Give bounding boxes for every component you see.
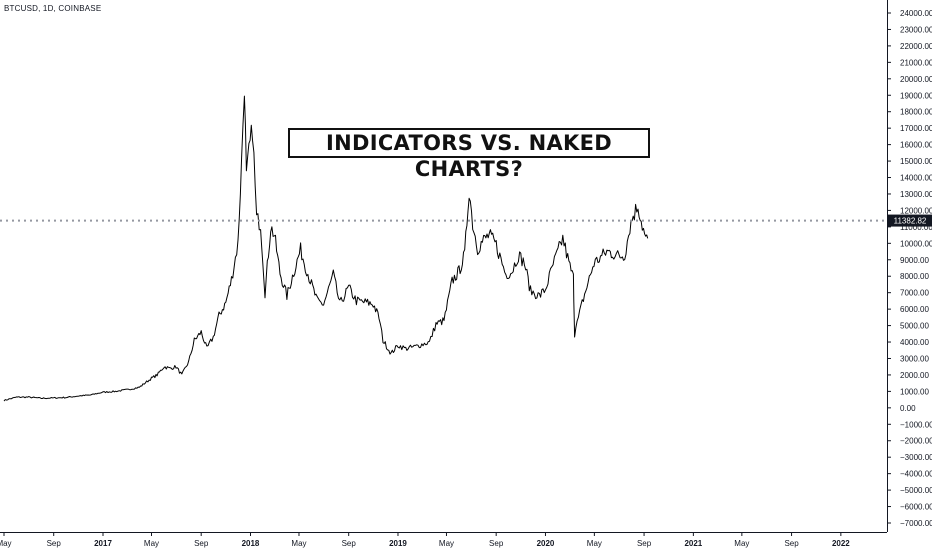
y-tick-label: −6000.00 [900,503,932,512]
x-tick-label: May [144,539,159,548]
x-tick-label: Sep [194,539,209,548]
y-tick-label: 11000.00 [900,223,932,232]
y-tick-label: 20000.00 [900,75,932,84]
x-tick-label: 2020 [537,539,555,548]
y-tick-label: 12000.00 [900,206,932,215]
y-tick-label: 17000.00 [900,124,932,133]
x-tick-label: May [439,539,454,548]
last-price-value: 11382.82 [894,217,927,226]
y-tick-label: −4000.00 [900,470,932,479]
y-tick-label: 3000.00 [900,354,929,363]
y-tick-label: 16000.00 [900,141,932,150]
y-axis: 24000.00 23000.00 22000.00 21000.00 20000.00… [887,9,932,528]
last-price-marker: 11382.82 [0,214,932,227]
y-tick-label: 0.00 [900,404,916,413]
y-tick-label: 13000.00 [900,190,932,199]
y-tick-label: 23000.00 [900,25,932,34]
y-tick-label: −3000.00 [900,453,932,462]
x-tick-label: Sep [342,539,357,548]
x-tick-label: Sep [489,539,504,548]
y-tick-label: 5000.00 [900,322,929,331]
y-tick-label: 18000.00 [900,108,932,117]
y-tick-label: −2000.00 [900,437,932,446]
price-line [3,95,649,402]
x-axis: May Sep 2017 May Sep 2018 May Sep 2019 May Sep 2020… [0,532,850,548]
x-tick-label: 2022 [832,539,850,548]
x-tick-label: May [734,539,749,548]
x-tick-label: May [0,539,12,548]
y-tick-label: −7000.00 [900,519,932,528]
y-tick-label: 15000.00 [900,157,932,166]
y-tick-label: 10000.00 [900,239,932,248]
x-tick-label: 2021 [684,539,702,548]
headline-box: INDICATORS VS. NAKED CHARTS? [288,128,650,181]
y-tick-label: 9000.00 [900,256,929,265]
x-tick-label: 2017 [94,539,112,548]
axis-lines [0,0,888,533]
x-tick-label: May [587,539,602,548]
y-tick-label: 6000.00 [900,305,929,314]
y-tick-label: 22000.00 [900,42,932,51]
y-tick-label: 21000.00 [900,58,932,67]
symbol-label: BTCUSD, 1D, COINBASE [4,4,102,13]
y-tick-label: 24000.00 [900,9,932,18]
y-tick-label: 19000.00 [900,91,932,100]
y-tick-label: 14000.00 [900,174,932,183]
x-tick-label: 2018 [242,539,260,548]
y-tick-label: −1000.00 [900,420,932,429]
y-tick-label: 2000.00 [900,371,929,380]
x-tick-label: Sep [47,539,62,548]
y-tick-label: 7000.00 [900,289,929,298]
x-tick-label: Sep [637,539,652,548]
x-tick-label: 2019 [389,539,407,548]
y-tick-label: 4000.00 [900,338,929,347]
y-tick-label: 8000.00 [900,272,929,281]
price-series [3,95,649,402]
y-tick-label: −5000.00 [900,486,932,495]
last-price-tag [888,214,932,227]
x-tick-label: Sep [784,539,799,548]
y-tick-label: 1000.00 [900,387,929,396]
x-tick-label: May [291,539,306,548]
